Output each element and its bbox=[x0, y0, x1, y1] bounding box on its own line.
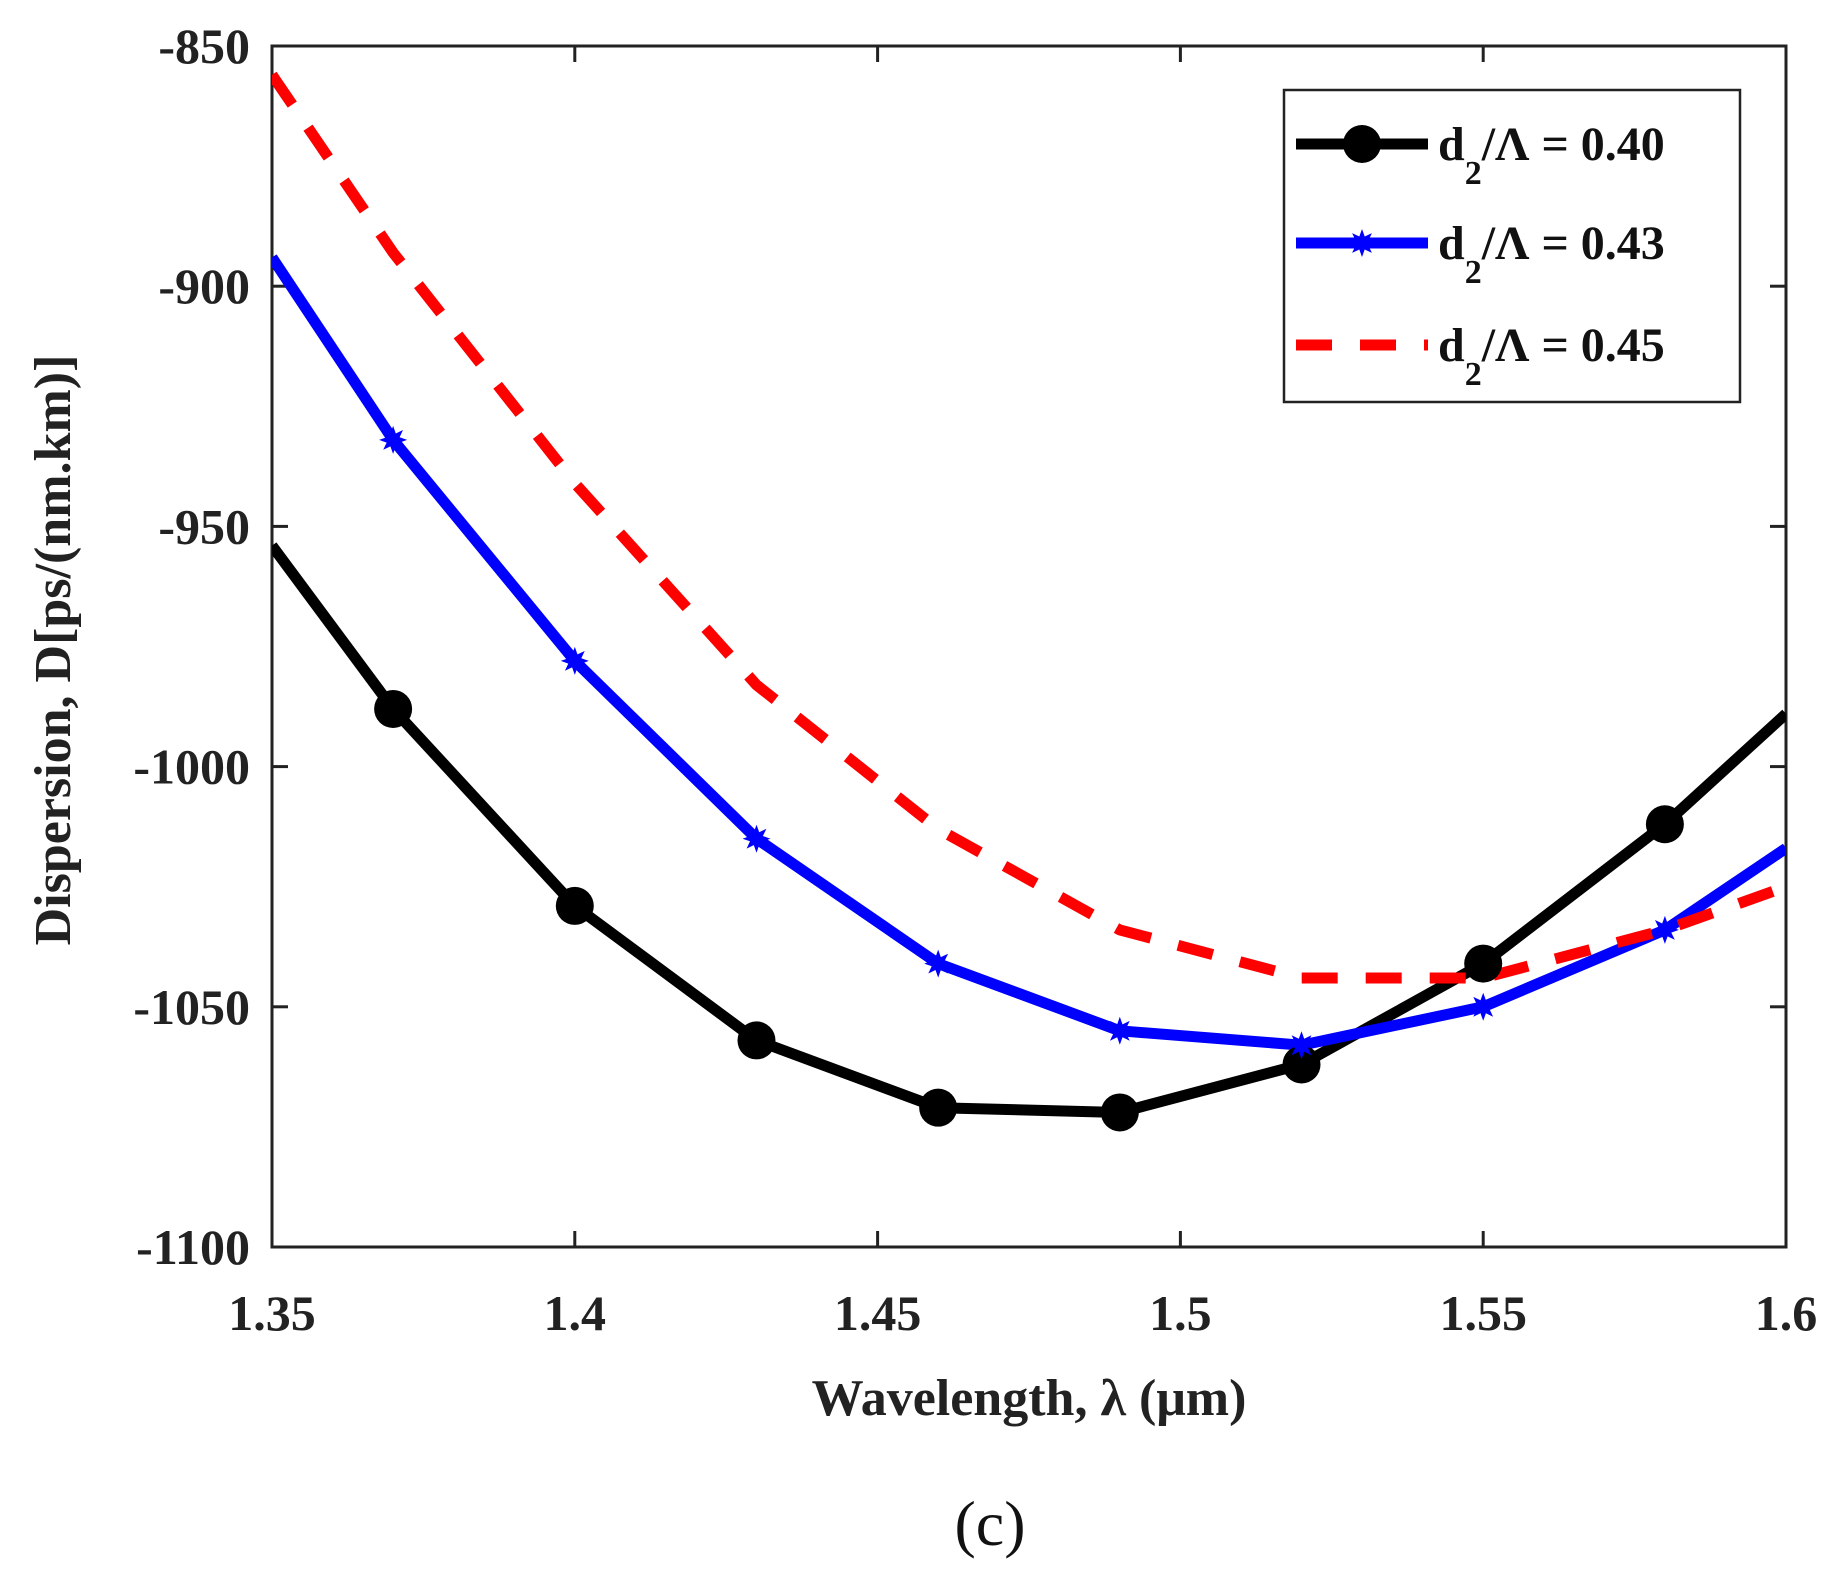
y-tick-label: -900 bbox=[158, 258, 250, 314]
data-point bbox=[1650, 915, 1679, 944]
x-tick-label: 1.6 bbox=[1755, 1285, 1818, 1341]
y-axis-title: Dispersion, D[ps/(nm.km)] bbox=[25, 355, 82, 946]
legend-label: d2/Λ = 0.40 bbox=[1438, 118, 1665, 192]
y-tick-label: -1050 bbox=[133, 979, 250, 1035]
legend-entry-2: d2/Λ = 0.45 bbox=[1296, 319, 1665, 393]
y-tick-label: -950 bbox=[158, 498, 250, 554]
x-tick-label: 1.55 bbox=[1439, 1285, 1527, 1341]
data-point bbox=[555, 886, 594, 925]
data-point bbox=[1282, 1045, 1321, 1084]
y-tick-label: -1100 bbox=[136, 1219, 250, 1275]
x-tick-labels: 1.35 1.4 1.45 1.5 1.55 1.6 bbox=[228, 1285, 1817, 1341]
series-line-1 bbox=[272, 254, 1786, 1051]
legend-entry-1: d2/Λ = 0.43 bbox=[1296, 217, 1665, 291]
data-point bbox=[1105, 1016, 1134, 1045]
axis-ticks bbox=[270, 44, 1788, 1249]
data-point bbox=[1469, 992, 1498, 1021]
data-point bbox=[374, 689, 413, 728]
y-tick-labels: -850 -900 -950 -1000 -1050 -1100 bbox=[133, 18, 250, 1275]
markers-layer bbox=[374, 425, 1684, 1132]
data-point bbox=[1100, 1093, 1139, 1132]
figure-caption: (c) bbox=[954, 1488, 1025, 1559]
data-point bbox=[379, 425, 408, 454]
legend-label: d2/Λ = 0.45 bbox=[1438, 319, 1665, 393]
x-tick-label: 1.4 bbox=[544, 1285, 607, 1341]
data-point bbox=[1287, 1031, 1316, 1060]
x-axis-title: Wavelength, λ (μm) bbox=[812, 1370, 1247, 1427]
plot-area-frame bbox=[270, 44, 1788, 1249]
data-point bbox=[737, 1021, 776, 1060]
x-tick-label: 1.45 bbox=[834, 1285, 922, 1341]
data-point bbox=[742, 824, 771, 853]
y-tick-label: -1000 bbox=[133, 739, 250, 795]
series-layer bbox=[272, 71, 1786, 1118]
legend-entry-0: d2/Λ = 0.40 bbox=[1296, 118, 1665, 192]
legend: d2/Λ = 0.40 d2/Λ = 0.43 d2/Λ = 0.45 bbox=[1282, 88, 1742, 404]
data-point bbox=[919, 1088, 958, 1127]
legend-marker bbox=[1343, 125, 1381, 163]
data-point bbox=[560, 646, 589, 675]
series-line-0 bbox=[272, 542, 1786, 1118]
legend-marker bbox=[1348, 229, 1376, 257]
x-tick-label: 1.5 bbox=[1149, 1285, 1212, 1341]
data-point bbox=[1645, 805, 1684, 844]
data-point bbox=[1464, 944, 1503, 983]
x-tick-label: 1.35 bbox=[228, 1285, 316, 1341]
legend-label: d2/Λ = 0.43 bbox=[1438, 217, 1665, 291]
data-point bbox=[924, 949, 953, 978]
y-tick-label: -850 bbox=[158, 18, 250, 74]
series-line-2 bbox=[272, 71, 1786, 984]
